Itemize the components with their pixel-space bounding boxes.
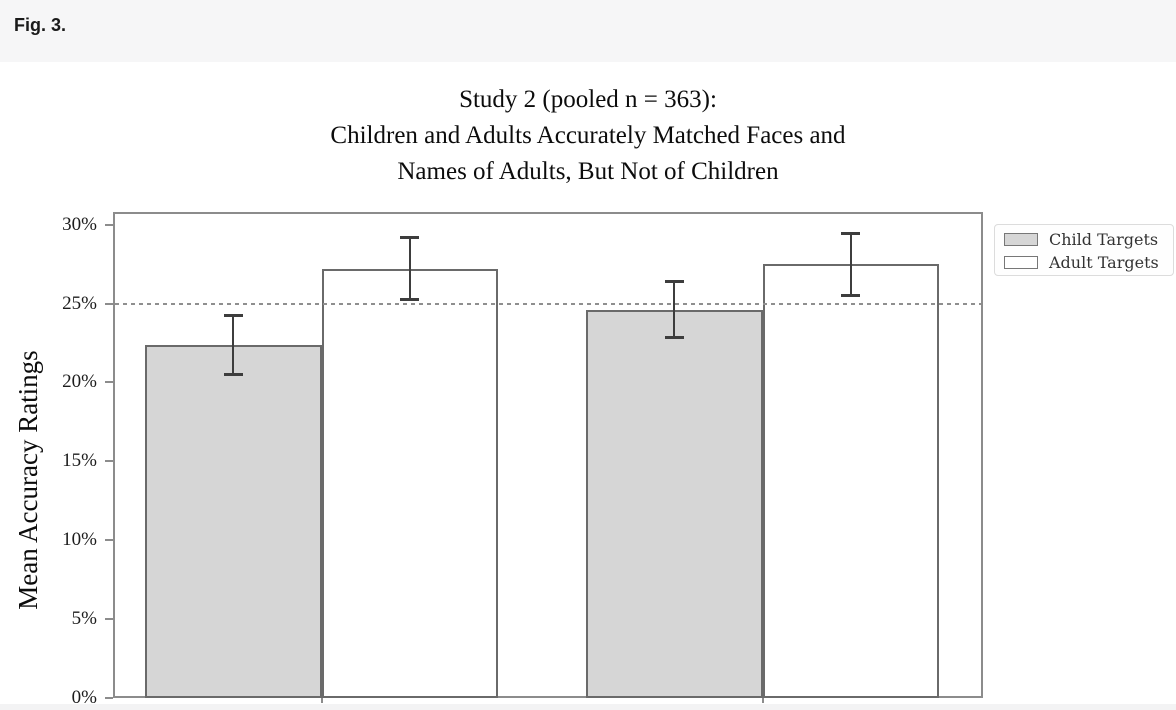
- error-bar-adult-targets-group-2-cap-top: [841, 231, 861, 235]
- error-bar-child-targets-group-1-cap-bottom: [223, 372, 243, 376]
- y-tick-label: 0%: [71, 687, 97, 708]
- bar-child-targets-group-1: [145, 344, 322, 698]
- error-bar-child-targets-group-1-cap-top: [223, 313, 243, 317]
- chart-title-line-2: Children and Adults Accurately Matched F…: [330, 122, 846, 149]
- chart-legend: Child Targets Adult Targets: [994, 224, 1174, 276]
- error-bar-adult-targets-group-1-cap-bottom: [400, 298, 420, 302]
- error-bar-adult-targets-group-2: [849, 232, 852, 296]
- y-tick-mark: [105, 460, 113, 463]
- legend-label-adult-targets: Adult Targets: [1049, 253, 1159, 272]
- y-tick-mark: [105, 697, 113, 699]
- error-bar-child-targets-group-2-cap-top: [664, 280, 684, 284]
- legend-swatch-adult-targets: [1004, 256, 1038, 269]
- y-tick-label: 10%: [62, 529, 97, 551]
- legend-entry-adult-targets: Adult Targets: [1004, 251, 1173, 274]
- chart-title-line-1: Study 2 (pooled n = 363):: [459, 86, 717, 113]
- bar-adult-targets-group-1: [321, 268, 498, 698]
- reference-line-25pct: [115, 302, 981, 305]
- error-bar-adult-targets-group-2-cap-bottom: [841, 293, 861, 297]
- bar-adult-targets-group-2: [762, 264, 939, 698]
- error-bar-child-targets-group-2: [673, 281, 676, 339]
- x-tick-mark: [320, 696, 323, 703]
- figure-number-label: Fig. 3.: [14, 15, 67, 35]
- y-tick-mark: [105, 223, 113, 226]
- y-tick-mark: [105, 381, 113, 384]
- y-tick-mark: [105, 539, 113, 542]
- y-tick-mark: [105, 302, 113, 305]
- y-tick-label: 20%: [62, 371, 97, 393]
- y-tick-label: 25%: [62, 292, 97, 314]
- y-tick-mark: [105, 618, 113, 621]
- error-bar-child-targets-group-1: [232, 314, 235, 375]
- y-tick-label: 15%: [62, 450, 97, 472]
- y-tick-label: 5%: [71, 608, 97, 630]
- y-tick-label: 30%: [62, 213, 97, 235]
- chart-title: Study 2 (pooled n = 363): Children and A…: [113, 82, 1063, 190]
- legend-label-child-targets: Child Targets: [1049, 230, 1159, 249]
- error-bar-adult-targets-group-1-cap-top: [400, 236, 420, 240]
- error-bar-child-targets-group-2-cap-bottom: [664, 336, 684, 340]
- chart-title-line-3: Names of Adults, But Not of Children: [397, 158, 779, 185]
- legend-swatch-child-targets: [1004, 233, 1038, 246]
- bar-child-targets-group-2: [586, 309, 763, 698]
- page-background-edge: [0, 704, 1176, 710]
- x-tick-mark: [761, 696, 764, 703]
- figure-header-bar: Fig. 3.: [0, 0, 1176, 62]
- error-bar-adult-targets-group-1: [408, 237, 411, 301]
- legend-entry-child-targets: Child Targets: [1004, 228, 1173, 251]
